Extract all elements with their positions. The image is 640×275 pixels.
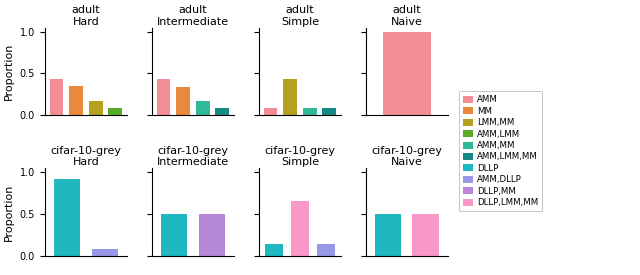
Legend: AMM, MM, LMM,MM, AMM,LMM, AMM,MM, AMM,LMM,MM, DLLP, AMM,DLLP, DLLP,MM, DLLP,LMM,: AMM, MM, LMM,MM, AMM,LMM, AMM,MM, AMM,LM…: [459, 91, 542, 211]
Bar: [92, 249, 118, 256]
Bar: [383, 32, 431, 115]
Bar: [412, 214, 438, 256]
Title: adult
Hard: adult Hard: [72, 5, 100, 27]
Bar: [69, 86, 83, 115]
Y-axis label: Proportion: Proportion: [4, 183, 14, 241]
Y-axis label: Proportion: Proportion: [4, 43, 14, 100]
Bar: [157, 79, 170, 115]
Bar: [108, 108, 122, 115]
Bar: [50, 79, 63, 115]
Bar: [198, 214, 225, 256]
Bar: [317, 244, 335, 256]
Bar: [291, 201, 309, 256]
Bar: [264, 108, 277, 115]
Title: adult
Intermediate: adult Intermediate: [157, 5, 229, 27]
Bar: [176, 87, 190, 115]
Bar: [161, 214, 188, 256]
Bar: [196, 101, 209, 115]
Bar: [265, 244, 283, 256]
Bar: [375, 214, 401, 256]
Bar: [54, 179, 81, 256]
Title: cifar-10-grey
Simple: cifar-10-grey Simple: [264, 145, 335, 167]
Bar: [216, 108, 229, 115]
Bar: [323, 108, 336, 115]
Title: cifar-10-grey
Hard: cifar-10-grey Hard: [51, 145, 122, 167]
Bar: [303, 108, 317, 115]
Title: cifar-10-grey
Naive: cifar-10-grey Naive: [371, 145, 442, 167]
Bar: [284, 79, 297, 115]
Bar: [89, 101, 102, 115]
Title: adult
Naive: adult Naive: [391, 5, 423, 27]
Title: adult
Simple: adult Simple: [281, 5, 319, 27]
Title: cifar-10-grey
Intermediate: cifar-10-grey Intermediate: [157, 145, 229, 167]
